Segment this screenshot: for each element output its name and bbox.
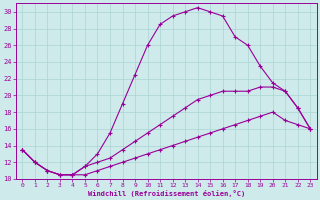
X-axis label: Windchill (Refroidissement éolien,°C): Windchill (Refroidissement éolien,°C) — [88, 190, 245, 197]
